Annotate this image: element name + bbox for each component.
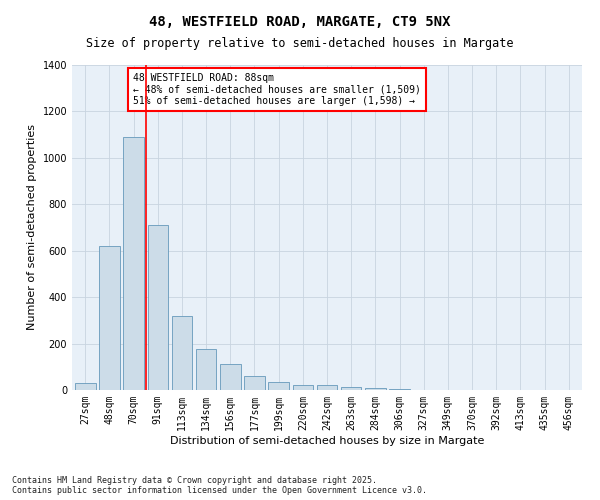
Bar	[341, 386, 361, 390]
Bar	[148, 225, 168, 390]
Bar	[268, 382, 289, 390]
Text: Size of property relative to semi-detached houses in Margate: Size of property relative to semi-detach…	[86, 38, 514, 51]
Bar	[196, 350, 217, 390]
Y-axis label: Number of semi-detached properties: Number of semi-detached properties	[27, 124, 37, 330]
Text: 48 WESTFIELD ROAD: 88sqm
← 48% of semi-detached houses are smaller (1,509)
51% o: 48 WESTFIELD ROAD: 88sqm ← 48% of semi-d…	[133, 73, 421, 106]
Bar	[124, 137, 144, 390]
Bar	[220, 364, 241, 390]
Bar	[99, 246, 120, 390]
Text: Contains HM Land Registry data © Crown copyright and database right 2025.
Contai: Contains HM Land Registry data © Crown c…	[12, 476, 427, 495]
Bar	[365, 388, 386, 390]
Bar	[293, 386, 313, 390]
Bar	[317, 386, 337, 390]
Bar	[75, 383, 95, 390]
X-axis label: Distribution of semi-detached houses by size in Margate: Distribution of semi-detached houses by …	[170, 436, 484, 446]
Text: 48, WESTFIELD ROAD, MARGATE, CT9 5NX: 48, WESTFIELD ROAD, MARGATE, CT9 5NX	[149, 15, 451, 29]
Bar	[244, 376, 265, 390]
Bar	[389, 389, 410, 390]
Bar	[172, 316, 192, 390]
